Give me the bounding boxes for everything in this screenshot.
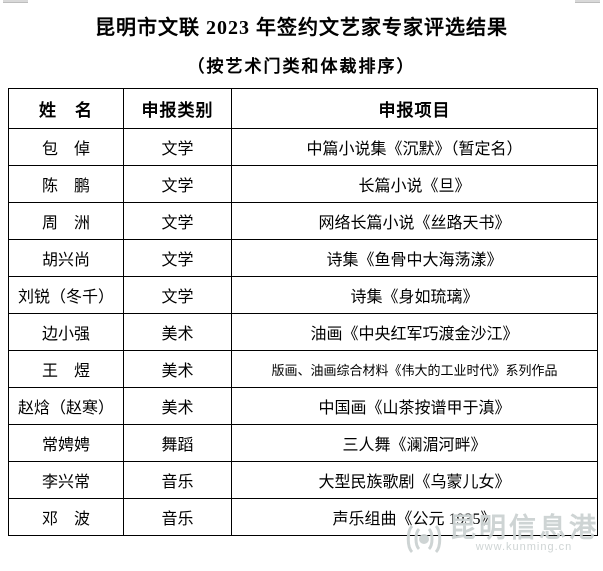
cell-project: 声乐组曲《公元 1935》 bbox=[231, 498, 598, 536]
cell-project: 版画、油画综合材料《伟大的工业时代》系列作品 bbox=[231, 350, 598, 388]
cell-name: 李兴常 bbox=[8, 461, 124, 499]
table-row: 刘锐（冬千） 文学 诗集《身如琉璃》 bbox=[8, 276, 598, 314]
cell-project: 诗集《鱼骨中大海荡漾》 bbox=[231, 239, 598, 277]
cell-category: 美术 bbox=[123, 313, 232, 351]
results-table: 姓 名 申报类别 申报项目 包 倬 文学 中篇小说集《沉默》（暂定名） 陈 鹏 … bbox=[8, 88, 598, 536]
cell-project: 油画《中央红军巧渡金沙江》 bbox=[231, 313, 598, 351]
table-row: 王 煜 美术 版画、油画综合材料《伟大的工业时代》系列作品 bbox=[8, 350, 598, 388]
table-row: 周 洲 文学 网络长篇小说《丝路天书》 bbox=[8, 202, 598, 240]
column-header-project: 申报项目 bbox=[231, 88, 598, 129]
cell-project: 大型民族歌剧《乌蒙儿女》 bbox=[231, 461, 598, 499]
cell-project: 中国画《山茶按谱甲于滇》 bbox=[231, 387, 598, 425]
cell-category: 舞蹈 bbox=[123, 424, 232, 462]
cell-category: 文学 bbox=[123, 165, 232, 203]
cell-name: 常娉娉 bbox=[8, 424, 124, 462]
cell-project: 网络长篇小说《丝路天书》 bbox=[231, 202, 598, 240]
cell-name: 胡兴尚 bbox=[8, 239, 124, 277]
cell-category: 文学 bbox=[123, 239, 232, 277]
column-header-name: 姓 名 bbox=[8, 88, 124, 129]
cell-name: 包 倬 bbox=[8, 128, 124, 166]
cell-project: 长篇小说《旦》 bbox=[231, 165, 598, 203]
table-row: 包 倬 文学 中篇小说集《沉默》（暂定名） bbox=[8, 128, 598, 166]
table-row: 常娉娉 舞蹈 三人舞《澜湄河畔》 bbox=[8, 424, 598, 462]
scan-artifact-top-left bbox=[3, 0, 28, 3]
cell-project: 三人舞《澜湄河畔》 bbox=[231, 424, 598, 462]
cell-category: 美术 bbox=[123, 387, 232, 425]
cell-name: 陈 鹏 bbox=[8, 165, 124, 203]
cell-name: 邓 波 bbox=[8, 498, 124, 536]
page-title: 昆明市文联 2023 年签约文艺家专家评选结果 bbox=[95, 17, 508, 39]
cell-category: 美术 bbox=[123, 350, 232, 388]
cell-name: 王 煜 bbox=[8, 350, 124, 388]
watermark-site-url: www.kunming.cn bbox=[475, 540, 573, 553]
table-row: 胡兴尚 文学 诗集《鱼骨中大海荡漾》 bbox=[8, 239, 598, 277]
table-row: 李兴常 音乐 大型民族歌剧《乌蒙儿女》 bbox=[8, 461, 598, 499]
table-row: 边小强 美术 油画《中央红军巧渡金沙江》 bbox=[8, 313, 598, 351]
scan-artifact-top-right bbox=[575, 0, 600, 3]
table-row: 赵焓（赵寒） 美术 中国画《山茶按谱甲于滇》 bbox=[8, 387, 598, 425]
cell-name: 刘锐（冬千） bbox=[8, 276, 124, 314]
table-row: 邓 波 音乐 声乐组曲《公元 1935》 bbox=[8, 498, 598, 536]
cell-category: 文学 bbox=[123, 276, 232, 314]
table-body: 包 倬 文学 中篇小说集《沉默》（暂定名） 陈 鹏 文学 长篇小说《旦》 周 洲… bbox=[8, 128, 598, 536]
cell-project: 诗集《身如琉璃》 bbox=[231, 276, 598, 314]
column-header-category: 申报类别 bbox=[123, 88, 232, 129]
cell-category: 音乐 bbox=[123, 461, 232, 499]
cell-category: 文学 bbox=[123, 202, 232, 240]
cell-category: 文学 bbox=[123, 128, 232, 166]
cell-name: 周 洲 bbox=[8, 202, 124, 240]
cell-name: 边小强 bbox=[8, 313, 124, 351]
table-row: 陈 鹏 文学 长篇小说《旦》 bbox=[8, 165, 598, 203]
cell-project: 中篇小说集《沉默》（暂定名） bbox=[231, 128, 598, 166]
cell-name: 赵焓（赵寒） bbox=[8, 387, 124, 425]
table-header-row: 姓 名 申报类别 申报项目 bbox=[8, 88, 598, 129]
page-subtitle: （按艺术门类和体裁排序） bbox=[187, 57, 416, 76]
cell-category: 音乐 bbox=[123, 498, 232, 536]
